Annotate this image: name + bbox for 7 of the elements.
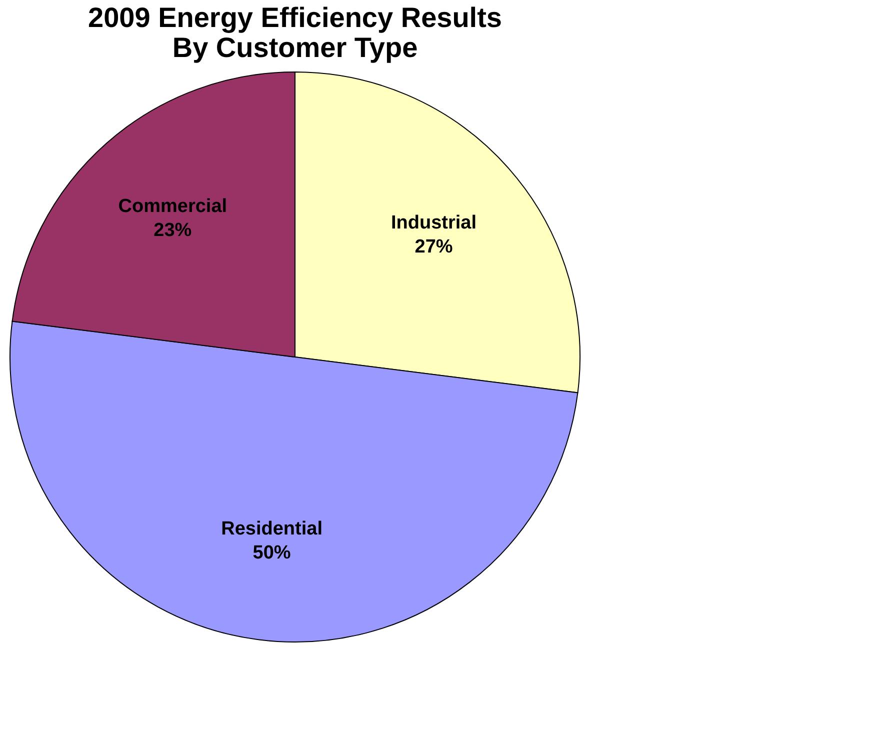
data-label: 23% <box>154 220 192 242</box>
data-label: 27% <box>414 236 453 258</box>
slice-label: Residential <box>221 518 322 540</box>
chart-title: 2009 Energy Efficiency Results By Customer Type <box>88 2 502 63</box>
slice-label: Commercial <box>118 196 228 218</box>
data-label: 50% <box>252 542 291 564</box>
slice-label: Industrial <box>391 212 477 234</box>
